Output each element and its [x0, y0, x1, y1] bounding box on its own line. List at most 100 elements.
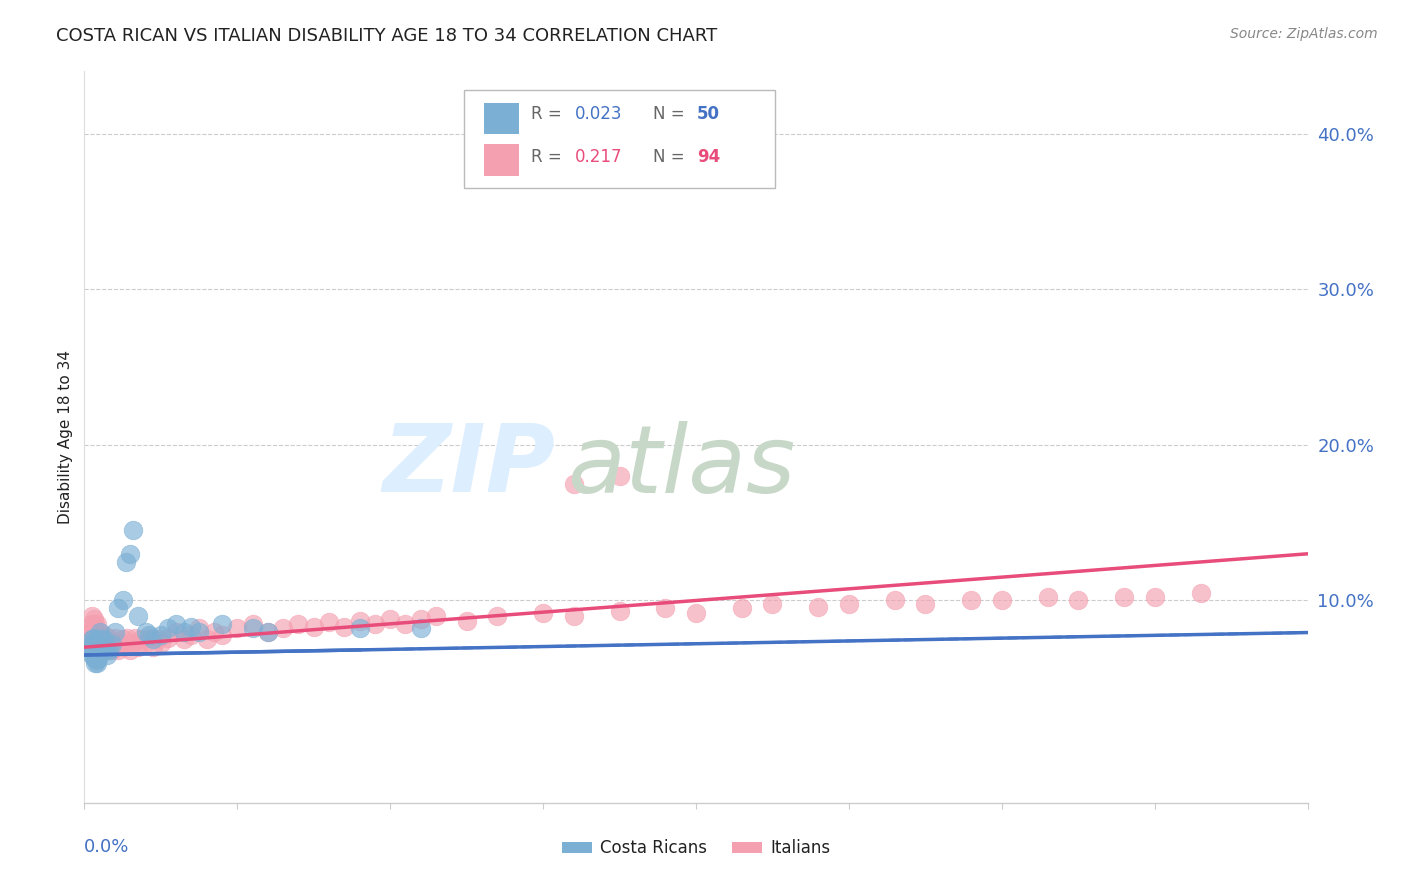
Text: Source: ZipAtlas.com: Source: ZipAtlas.com [1230, 27, 1378, 41]
Point [80, 609, 103, 624]
Point [1036, 591, 1059, 605]
Point [138, 631, 160, 645]
Point [149, 628, 172, 642]
Point [84, 656, 107, 670]
Point [807, 599, 830, 614]
Point [302, 620, 325, 634]
Point [115, 631, 138, 645]
Point [226, 622, 249, 636]
Point [349, 614, 371, 628]
Point [79, 624, 101, 639]
Point [87, 651, 110, 665]
Point [89, 637, 111, 651]
Point [84, 651, 107, 665]
Point [84, 634, 107, 648]
Point [135, 635, 157, 649]
Point [89, 635, 111, 649]
Point [89, 632, 111, 647]
Point [1143, 591, 1166, 605]
Point [93, 628, 115, 642]
Point [120, 547, 142, 561]
Point [173, 632, 195, 647]
Text: 0.217: 0.217 [575, 148, 623, 166]
Text: 50: 50 [697, 105, 720, 123]
Point [157, 631, 180, 645]
Point [380, 612, 402, 626]
Point [84, 616, 107, 631]
Point [129, 632, 152, 647]
Point [94, 643, 117, 657]
Point [333, 620, 356, 634]
Point [97, 640, 120, 655]
Point [80, 631, 103, 645]
Point [87, 645, 110, 659]
Point [271, 622, 294, 636]
Point [127, 640, 149, 655]
Point [96, 635, 118, 649]
Point [122, 635, 145, 649]
Point [83, 628, 105, 642]
Point [120, 643, 142, 657]
Point [80, 637, 103, 651]
Point [202, 624, 225, 639]
Point [142, 640, 165, 655]
Point [409, 622, 432, 636]
Point [93, 632, 115, 647]
Point [83, 631, 105, 645]
Point [86, 652, 108, 666]
Point [124, 631, 146, 645]
Text: 0.023: 0.023 [575, 105, 623, 123]
Point [107, 601, 129, 615]
Point [838, 597, 860, 611]
Point [562, 476, 585, 491]
Point [80, 632, 103, 647]
Point [195, 632, 218, 647]
Point [531, 606, 554, 620]
Point [149, 635, 172, 649]
Point [80, 643, 103, 657]
Point [80, 648, 103, 662]
Point [242, 622, 264, 636]
Text: ZIP: ZIP [382, 420, 555, 512]
Y-axis label: Disability Age 18 to 34: Disability Age 18 to 34 [58, 350, 73, 524]
Point [83, 635, 105, 649]
Point [364, 616, 387, 631]
Point [86, 624, 108, 639]
Point [111, 593, 134, 607]
Point [991, 593, 1014, 607]
Text: N =: N = [654, 148, 690, 166]
Point [94, 643, 117, 657]
Point [318, 615, 340, 630]
Point [83, 612, 105, 626]
Text: COSTA RICAN VS ITALIAN DISABILITY AGE 18 TO 34 CORRELATION CHART: COSTA RICAN VS ITALIAN DISABILITY AGE 18… [56, 27, 717, 45]
Point [188, 622, 211, 636]
Point [609, 604, 631, 618]
Point [89, 628, 111, 642]
Point [165, 616, 187, 631]
Point [165, 624, 187, 639]
Point [86, 616, 108, 631]
Point [83, 640, 105, 655]
Point [112, 640, 135, 655]
Point [86, 656, 108, 670]
Point [111, 632, 134, 647]
Point [84, 640, 107, 655]
Point [83, 622, 105, 636]
Point [914, 597, 936, 611]
Point [486, 609, 509, 624]
Point [127, 609, 149, 624]
Point [242, 616, 264, 631]
Point [101, 643, 124, 657]
Point [97, 643, 120, 657]
Point [1114, 591, 1136, 605]
Point [180, 620, 202, 634]
Point [91, 631, 114, 645]
Point [960, 593, 983, 607]
Point [188, 624, 211, 639]
Point [456, 614, 478, 628]
Point [104, 624, 127, 639]
Point [90, 632, 112, 647]
Point [157, 622, 180, 636]
Point [86, 648, 108, 662]
Text: 94: 94 [697, 148, 720, 166]
